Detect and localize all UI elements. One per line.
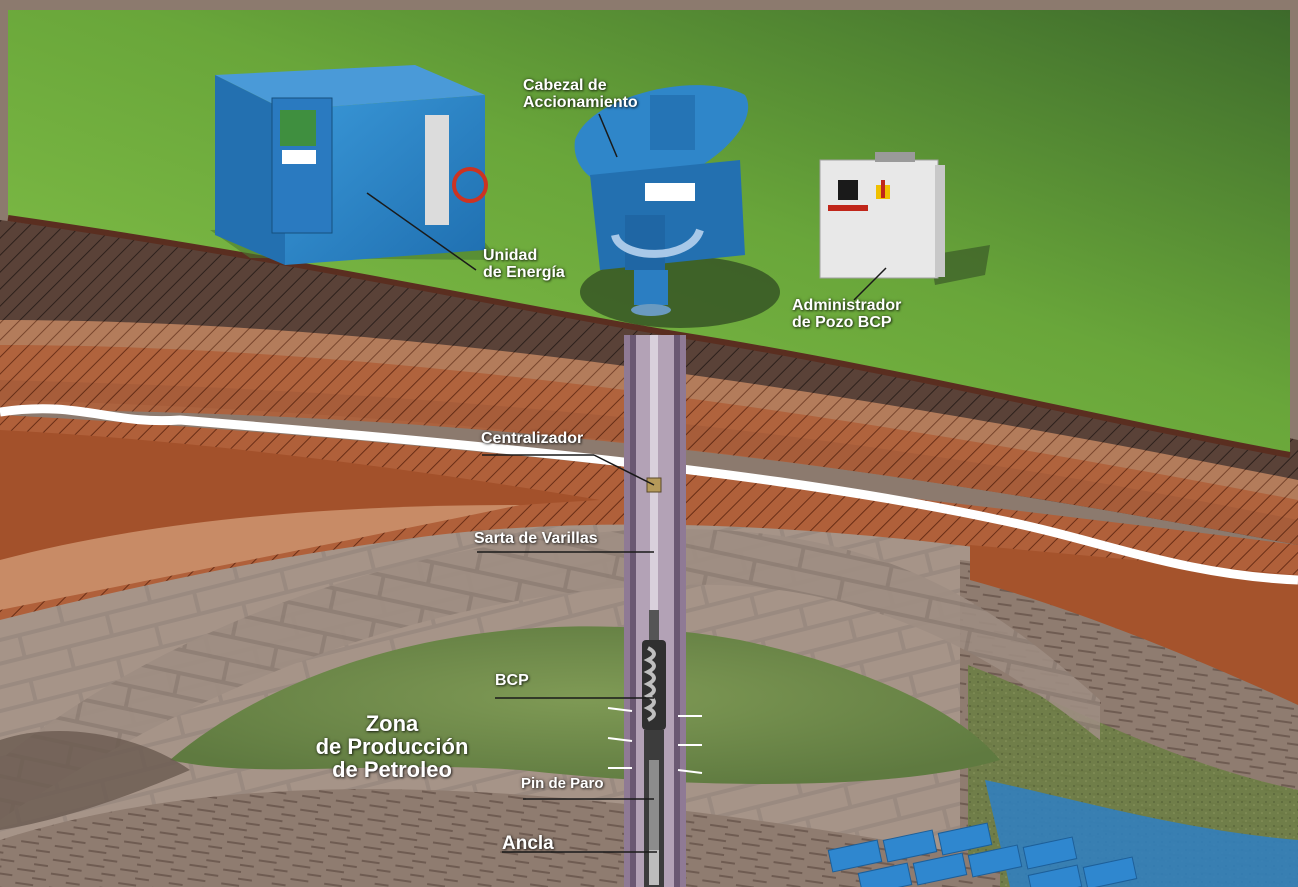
pcp-pump xyxy=(642,610,666,887)
controller-cabinet xyxy=(819,152,945,279)
inflow-arrows xyxy=(607,707,703,774)
label-drive-head: Cabezal de Accionamiento xyxy=(523,77,638,111)
label-anchor: Ancla xyxy=(502,833,554,854)
label-oil-zone: Zona de Producción de Petroleo xyxy=(315,711,469,783)
label-stop-pin: Pin de Paro xyxy=(521,775,604,792)
label-power-unit: Unidad de Energía xyxy=(483,247,565,281)
drive-head xyxy=(574,85,749,316)
label-controller: Administrador de Pozo BCP xyxy=(792,297,902,331)
label-centralizer: Centralizador xyxy=(481,430,584,447)
oil-production-zone xyxy=(170,626,1000,784)
label-pcp: BCP xyxy=(495,672,529,689)
label-rod-string: Sarta de Varillas xyxy=(474,530,598,547)
section-break-line xyxy=(0,404,1298,585)
power-unit xyxy=(215,65,488,265)
leader-lines xyxy=(366,113,887,853)
